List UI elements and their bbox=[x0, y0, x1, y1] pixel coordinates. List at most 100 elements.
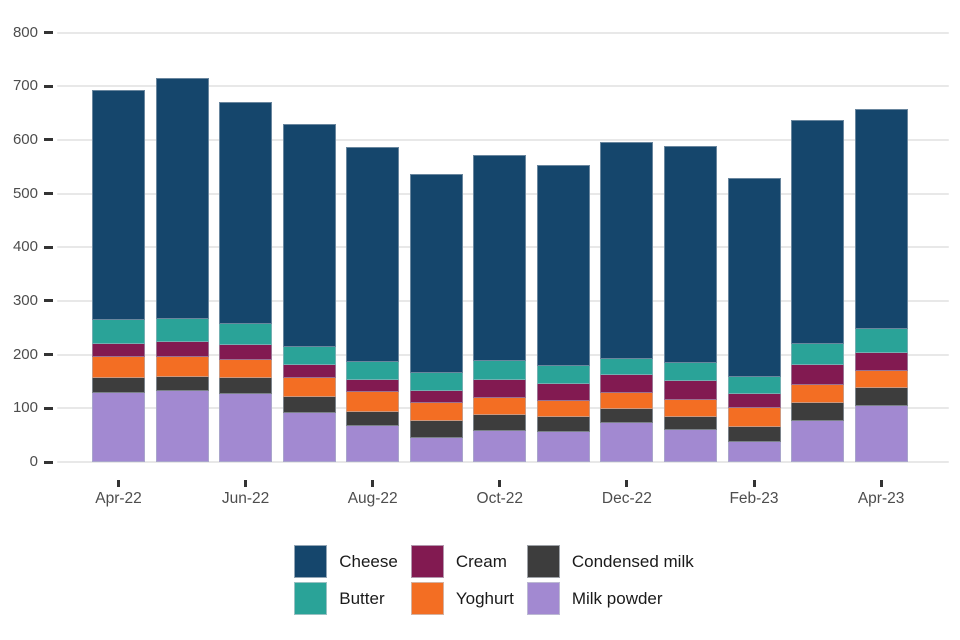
bar-apr-23 bbox=[854, 109, 908, 462]
yoghurt-segment bbox=[663, 399, 717, 417]
y-axis-tick-label: 300 bbox=[12, 291, 38, 309]
y-axis-tick-mark bbox=[44, 192, 53, 196]
condensed-milk-segment bbox=[536, 417, 590, 433]
cream-segment bbox=[854, 353, 908, 371]
bar-oct-22 bbox=[473, 154, 527, 462]
y-axis-tick-label: 700 bbox=[12, 77, 38, 95]
yoghurt-segment bbox=[282, 378, 336, 397]
milk-powder-segment bbox=[600, 423, 654, 462]
x-axis-tick-label: Oct-22 bbox=[476, 490, 524, 507]
butter-segment bbox=[791, 343, 845, 365]
cheese-segment bbox=[600, 142, 654, 360]
yoghurt-segment bbox=[409, 402, 463, 422]
x-axis-tick-mark bbox=[117, 480, 120, 487]
bar-aug-22 bbox=[346, 147, 400, 462]
condensed-milk-segment bbox=[727, 427, 781, 443]
cheese-segment bbox=[219, 102, 273, 325]
bar-dec-22 bbox=[600, 142, 654, 462]
yoghurt-segment bbox=[473, 397, 527, 415]
condensed-milk-segment bbox=[473, 414, 527, 431]
y-axis-tick-label: 200 bbox=[12, 345, 38, 363]
x-axis-tick-mark bbox=[879, 480, 883, 487]
milk-powder-segment bbox=[536, 432, 590, 462]
legend: Cheese Cream Condensed milk Butter Yoghurt Mi… bbox=[14, 545, 960, 615]
cream-segment bbox=[663, 381, 717, 400]
bar-jan-23 bbox=[663, 146, 717, 462]
y-axis-tick-mark bbox=[44, 353, 53, 357]
y-axis-tick-label: 600 bbox=[12, 130, 38, 148]
y-axis-tick-mark bbox=[44, 31, 53, 35]
milk-powder-segment bbox=[282, 413, 336, 462]
cheese-segment bbox=[282, 123, 336, 347]
legend-label: Cream bbox=[455, 551, 507, 571]
bar-jul-22 bbox=[282, 123, 336, 462]
cream-segment bbox=[155, 342, 209, 357]
gridline-700 bbox=[57, 85, 949, 88]
legend-item-butter: Butter bbox=[294, 582, 398, 615]
butter-segment bbox=[92, 320, 145, 344]
y-axis-tick-label: 100 bbox=[12, 399, 38, 417]
yoghurt-segment bbox=[854, 370, 908, 389]
condensed-milk-swatch-icon bbox=[526, 545, 560, 578]
legend-item-condensed-milk: Condensed milk bbox=[526, 545, 694, 578]
legend-label: Butter bbox=[339, 588, 385, 608]
cheese-segment bbox=[346, 147, 400, 363]
milk-powder-segment bbox=[473, 430, 527, 462]
condensed-milk-segment bbox=[155, 376, 209, 392]
x-axis-tick-mark bbox=[625, 480, 629, 487]
butter-segment bbox=[409, 373, 463, 392]
gridline-0 bbox=[57, 461, 949, 463]
butter-segment bbox=[282, 346, 336, 365]
yoghurt-swatch-icon bbox=[410, 582, 444, 615]
yoghurt-segment bbox=[727, 408, 781, 428]
x-axis-tick-mark bbox=[752, 480, 756, 487]
y-axis-tick-mark bbox=[44, 84, 53, 88]
bar-jun-22 bbox=[219, 102, 273, 462]
legend-label: Cheese bbox=[339, 551, 398, 571]
yoghurt-segment bbox=[155, 356, 209, 377]
y-axis-tick-label: 800 bbox=[12, 23, 38, 41]
bar-mar-23 bbox=[791, 119, 845, 462]
cheese-segment bbox=[791, 119, 845, 344]
cheese-segment bbox=[854, 109, 908, 330]
cream-segment bbox=[600, 374, 654, 393]
milk-powder-segment bbox=[663, 429, 717, 462]
condensed-milk-segment bbox=[600, 409, 654, 424]
cheese-segment bbox=[155, 77, 209, 320]
cream-segment bbox=[791, 364, 845, 385]
cheese-segment bbox=[663, 146, 717, 364]
butter-swatch-icon bbox=[294, 582, 328, 615]
x-axis-tick-label: Dec-22 bbox=[601, 490, 652, 507]
y-axis-tick-mark bbox=[44, 245, 53, 249]
bar-sep-22 bbox=[409, 174, 463, 462]
condensed-milk-segment bbox=[346, 411, 400, 426]
butter-segment bbox=[854, 329, 908, 354]
butter-segment bbox=[727, 377, 781, 394]
butter-segment bbox=[155, 319, 209, 343]
legend-item-milk-powder: Milk powder bbox=[526, 582, 694, 615]
y-axis-tick-label: 500 bbox=[12, 184, 38, 202]
cream-segment bbox=[282, 364, 336, 379]
milk-powder-segment bbox=[854, 406, 908, 462]
cheese-segment bbox=[473, 154, 527, 362]
butter-segment bbox=[600, 359, 654, 375]
milk-powder-segment bbox=[346, 426, 400, 462]
milk-powder-segment bbox=[791, 421, 845, 462]
x-axis-tick-label: Apr-23 bbox=[857, 490, 905, 507]
cream-segment bbox=[536, 384, 590, 402]
cheese-segment bbox=[536, 164, 590, 366]
milk-powder-swatch-icon bbox=[526, 582, 560, 615]
condensed-milk-segment bbox=[92, 378, 145, 393]
legend-label: Condensed milk bbox=[571, 551, 694, 571]
yoghurt-segment bbox=[600, 392, 654, 410]
cheese-swatch-icon bbox=[294, 545, 328, 578]
x-axis-tick-label: Jun-22 bbox=[221, 490, 270, 507]
butter-segment bbox=[663, 363, 717, 382]
x-axis-tick-label: Apr-22 bbox=[95, 490, 142, 507]
yoghurt-segment bbox=[92, 357, 145, 379]
legend-item-cream: Cream bbox=[410, 545, 514, 578]
milk-powder-segment bbox=[219, 393, 273, 462]
butter-segment bbox=[219, 324, 273, 345]
y-axis-tick-label: 0 bbox=[29, 453, 38, 470]
